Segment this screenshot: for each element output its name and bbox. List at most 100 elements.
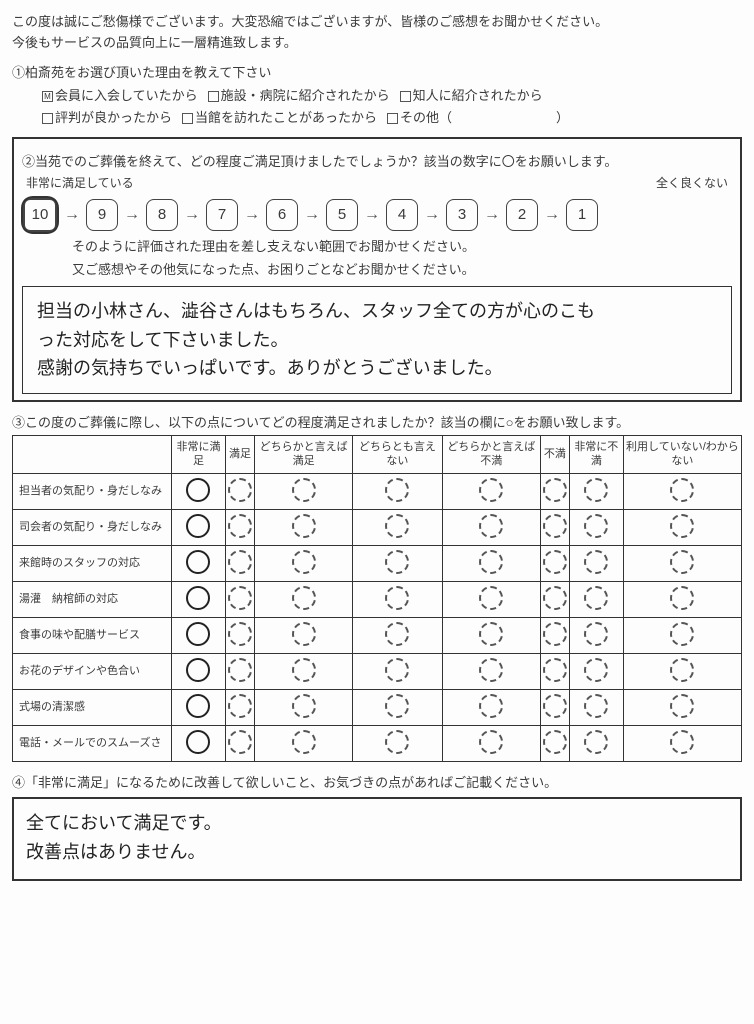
q3-cell-0-3[interactable] xyxy=(353,473,442,509)
circle-icon xyxy=(385,658,409,682)
q3-col-empty xyxy=(13,436,172,474)
q3-cell-5-2[interactable] xyxy=(254,653,352,689)
circle-icon xyxy=(228,586,252,610)
q3-cell-3-7[interactable] xyxy=(623,581,741,617)
q3-cell-1-5[interactable] xyxy=(540,509,569,545)
q3-cell-6-7[interactable] xyxy=(623,689,741,725)
q3-cell-3-3[interactable] xyxy=(353,581,442,617)
q1-option-0[interactable]: M会員に入会していたから xyxy=(42,85,198,107)
q3-cell-2-5[interactable] xyxy=(540,545,569,581)
q3-cell-5-6[interactable] xyxy=(569,653,623,689)
q1-option-label: その他（ ） xyxy=(400,110,569,125)
circle-icon xyxy=(228,658,252,682)
q3-cell-5-3[interactable] xyxy=(353,653,442,689)
q1-option-2[interactable]: 知人に紹介されたから xyxy=(400,85,543,107)
q3-cell-1-6[interactable] xyxy=(569,509,623,545)
scale-8[interactable]: 8 xyxy=(146,199,178,231)
q3-cell-7-1[interactable] xyxy=(225,725,254,761)
q3-cell-5-5[interactable] xyxy=(540,653,569,689)
q3-cell-6-0[interactable] xyxy=(172,689,226,725)
q3-cell-1-0[interactable] xyxy=(172,509,226,545)
q3-cell-2-4[interactable] xyxy=(442,545,540,581)
q3-cell-4-0[interactable] xyxy=(172,617,226,653)
scale-9[interactable]: 9 xyxy=(86,199,118,231)
q3-cell-1-4[interactable] xyxy=(442,509,540,545)
q3-cell-4-1[interactable] xyxy=(225,617,254,653)
q3-cell-3-2[interactable] xyxy=(254,581,352,617)
q3-cell-3-6[interactable] xyxy=(569,581,623,617)
q3-cell-2-7[interactable] xyxy=(623,545,741,581)
q3-cell-3-0[interactable] xyxy=(172,581,226,617)
q3-cell-4-3[interactable] xyxy=(353,617,442,653)
scale-1[interactable]: 1 xyxy=(566,199,598,231)
q3-cell-0-4[interactable] xyxy=(442,473,540,509)
q3-cell-0-6[interactable] xyxy=(569,473,623,509)
scale-2[interactable]: 2 xyxy=(506,199,538,231)
q3-cell-4-2[interactable] xyxy=(254,617,352,653)
q3-cell-6-3[interactable] xyxy=(353,689,442,725)
q4-title: ④「非常に満足」になるために改善して欲しいこと、お気づきの点があればご記載くださ… xyxy=(12,772,742,791)
q3-cell-7-3[interactable] xyxy=(353,725,442,761)
q3-cell-1-2[interactable] xyxy=(254,509,352,545)
q3-cell-7-0[interactable] xyxy=(172,725,226,761)
scale-7[interactable]: 7 xyxy=(206,199,238,231)
circle-icon xyxy=(186,694,210,718)
q3-col-1: 満足 xyxy=(225,436,254,474)
q3-cell-1-3[interactable] xyxy=(353,509,442,545)
q3-cell-2-0[interactable] xyxy=(172,545,226,581)
scale-5[interactable]: 5 xyxy=(326,199,358,231)
q3-cell-7-7[interactable] xyxy=(623,725,741,761)
q3-cell-7-5[interactable] xyxy=(540,725,569,761)
q3-cell-7-4[interactable] xyxy=(442,725,540,761)
q3-cell-1-1[interactable] xyxy=(225,509,254,545)
circle-icon xyxy=(292,658,316,682)
q3-cell-6-2[interactable] xyxy=(254,689,352,725)
circle-icon xyxy=(479,550,503,574)
q3-cell-3-4[interactable] xyxy=(442,581,540,617)
q3-cell-5-1[interactable] xyxy=(225,653,254,689)
q3-cell-2-6[interactable] xyxy=(569,545,623,581)
circle-icon xyxy=(385,694,409,718)
q3-cell-2-3[interactable] xyxy=(353,545,442,581)
q1-option-5[interactable]: その他（ ） xyxy=(387,107,569,129)
q4-answer-box[interactable]: 全てにおいて満足です。 改善点はありません。 xyxy=(12,797,742,881)
q3-cell-4-7[interactable] xyxy=(623,617,741,653)
q3-cell-4-6[interactable] xyxy=(569,617,623,653)
q1-option-4[interactable]: 当館を訪れたことがあったから xyxy=(182,107,377,129)
q3-cell-5-0[interactable] xyxy=(172,653,226,689)
circle-icon xyxy=(385,514,409,538)
q3-cell-0-2[interactable] xyxy=(254,473,352,509)
q3-cell-7-2[interactable] xyxy=(254,725,352,761)
circle-icon xyxy=(670,730,694,754)
q3-cell-5-7[interactable] xyxy=(623,653,741,689)
circle-icon xyxy=(292,550,316,574)
q3-cell-0-0[interactable] xyxy=(172,473,226,509)
q1-option-3[interactable]: 評判が良かったから xyxy=(42,107,172,129)
q3-cell-6-1[interactable] xyxy=(225,689,254,725)
q1-option-label: 評判が良かったから xyxy=(55,110,172,125)
q3-cell-4-4[interactable] xyxy=(442,617,540,653)
q3-cell-2-2[interactable] xyxy=(254,545,352,581)
q3-cell-2-1[interactable] xyxy=(225,545,254,581)
q3-cell-7-6[interactable] xyxy=(569,725,623,761)
q3-cell-6-6[interactable] xyxy=(569,689,623,725)
q3-cell-3-5[interactable] xyxy=(540,581,569,617)
scale-6[interactable]: 6 xyxy=(266,199,298,231)
q3-cell-3-1[interactable] xyxy=(225,581,254,617)
scale-3[interactable]: 3 xyxy=(446,199,478,231)
q3-cell-4-5[interactable] xyxy=(540,617,569,653)
q3-cell-0-7[interactable] xyxy=(623,473,741,509)
q3-row-label-1: 司会者の気配り・身だしなみ xyxy=(13,509,172,545)
arrow-icon: → xyxy=(124,206,140,224)
q2-answer-box[interactable]: 担当の小林さん、澁谷さんはもちろん、スタッフ全ての方が心のこも った対応をして下… xyxy=(22,286,732,394)
scale-4[interactable]: 4 xyxy=(386,199,418,231)
q1-option-1[interactable]: 施設・病院に紹介されたから xyxy=(208,85,390,107)
scale-10[interactable]: 10 xyxy=(22,197,58,233)
q3-title: ③この度のご葬儀に際し、以下の点についてどの程度満足されましたか？該当の欄に○を… xyxy=(12,412,742,431)
q3-cell-6-5[interactable] xyxy=(540,689,569,725)
q3-cell-5-4[interactable] xyxy=(442,653,540,689)
q3-cell-6-4[interactable] xyxy=(442,689,540,725)
q3-cell-1-7[interactable] xyxy=(623,509,741,545)
q3-cell-0-5[interactable] xyxy=(540,473,569,509)
q3-cell-0-1[interactable] xyxy=(225,473,254,509)
